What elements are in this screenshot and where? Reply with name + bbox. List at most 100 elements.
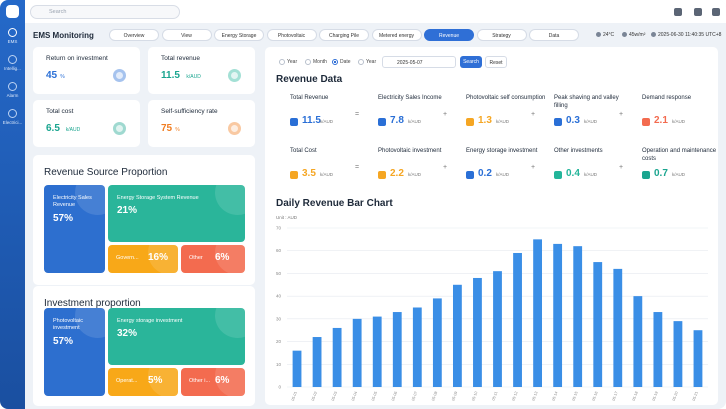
tab[interactable]: Revenue [424,29,474,41]
nav-label[interactable]: Electrici... [2,120,23,125]
nav-label[interactable]: EMS [7,39,18,44]
panel-title: Investment proportion [44,298,141,309]
proportion-box: Energy Storage System Revenue 21% [108,185,245,242]
x-tick-label: 05-05 [371,391,378,402]
kpi-unit: % [175,127,180,133]
metric-icon [554,118,562,126]
metric-unit: k/AUD [320,172,334,177]
top-icon[interactable] [674,8,682,16]
metric-icon [290,171,298,179]
tab-label[interactable]: Energy Storage [221,32,257,39]
tab-label[interactable]: Strategy [492,32,511,39]
bar [533,239,543,387]
radio[interactable] [332,59,338,65]
operator: + [531,111,536,118]
tab-label[interactable]: Revenue [438,32,459,39]
tab[interactable]: Overview [109,29,159,41]
nav-label[interactable]: Alarm [6,93,19,98]
bar [372,316,382,387]
radio-label[interactable]: Month [313,59,327,65]
nav-label[interactable]: Intellig... [4,66,21,71]
weather-irradiance: 45w/m² [629,31,646,38]
y-tick-label: 20 [276,339,282,344]
top-icon[interactable] [712,8,720,16]
date-value[interactable]: 2025-05-07 [397,59,423,66]
tab[interactable]: View [161,29,212,41]
proportion-box: Operat... 5% [108,368,178,396]
x-tick-label: 05-17 [612,391,619,402]
x-tick-label: 05-07 [411,391,418,402]
operator: = [355,111,360,118]
y-tick-label: 60 [276,248,282,253]
metric-value: 3.5 [302,168,316,179]
tab[interactable]: Data [529,29,579,41]
kpi-value: 75 [161,123,173,134]
search-placeholder[interactable]: Search [49,9,67,15]
tab[interactable]: Metered energy [371,29,422,41]
kpi-value: 6.5 [46,123,60,134]
radio[interactable] [305,59,311,65]
proportion-box: Govern... 16% [108,245,178,273]
radio-label[interactable]: Year [287,59,298,65]
metric-value: 2.1 [654,115,668,126]
weather-temperature: 24°C [603,31,615,38]
tab-label[interactable]: View [181,32,192,39]
bar [633,296,643,387]
metric-unit: k/AUD [672,172,686,177]
metric-value: 0.4 [566,168,580,179]
radio[interactable] [279,59,285,65]
button[interactable]: Reset [485,56,507,68]
button[interactable]: Search [460,56,482,68]
operator: + [443,164,448,171]
tab[interactable]: Photovoltaic [266,29,317,41]
button-label[interactable]: Reset [489,60,503,66]
radio[interactable] [358,59,364,65]
bar [452,284,462,387]
metric-unit: k/AUD [496,172,510,177]
box-label: Other i... [189,378,211,384]
kpi-value: 11.5 [161,70,180,81]
kpi-card: Total cost 6.5 k/AUD [33,100,140,147]
x-tick-label: 05-11 [491,391,498,401]
button-label[interactable]: Search [463,59,479,65]
unit-label: Unit : AUD [276,215,298,220]
x-tick-label: 05-15 [572,391,579,402]
tab[interactable]: Energy Storage [214,29,264,41]
operator: + [619,111,624,118]
x-tick-label: 05-21 [692,391,699,402]
x-tick-label: 05-06 [391,391,398,402]
metric-icon [466,171,474,179]
date-input[interactable]: 2025-05-07 [382,56,456,68]
weather-icon [622,32,627,37]
tab-label[interactable]: Charging Pile [328,32,360,39]
tab[interactable]: Charging Pile [319,29,369,41]
radio-label[interactable]: Year [366,59,377,65]
tab-label[interactable]: Data [548,32,560,39]
metric-unit: k/AUD [320,119,334,124]
x-tick-label: 05-04 [351,391,358,402]
tab-label[interactable]: Overview [123,32,145,39]
box-label: Other [189,255,203,261]
bar [312,337,322,387]
x-tick-label: 05-10 [471,391,478,402]
kpi-unit: % [60,74,65,80]
metric-label: Photovoltaic investment [378,148,442,154]
top-icon[interactable] [694,8,702,16]
tab-label[interactable]: Photovoltaic [277,32,306,39]
x-tick-label: 05-14 [551,391,558,402]
kpi-label: Total revenue [161,55,201,62]
tab-label[interactable]: Metered energy [378,32,415,39]
weather-icon [596,32,601,37]
search-box[interactable]: Search [30,5,180,19]
tab[interactable]: Strategy [476,29,527,41]
bar [573,246,583,387]
x-tick-label: 05-02 [311,391,318,402]
metric-icon [466,118,474,126]
panel-title: Revenue Source Proportion [44,167,168,178]
bar [352,318,362,387]
radio-label[interactable]: Date [340,59,351,65]
kpi-card: Total revenue 11.5 k/AUD [148,47,255,94]
box-label: Energy Storage System Revenue [117,195,199,201]
kpi-unit: k/AUD [65,127,81,133]
bar [653,312,663,387]
